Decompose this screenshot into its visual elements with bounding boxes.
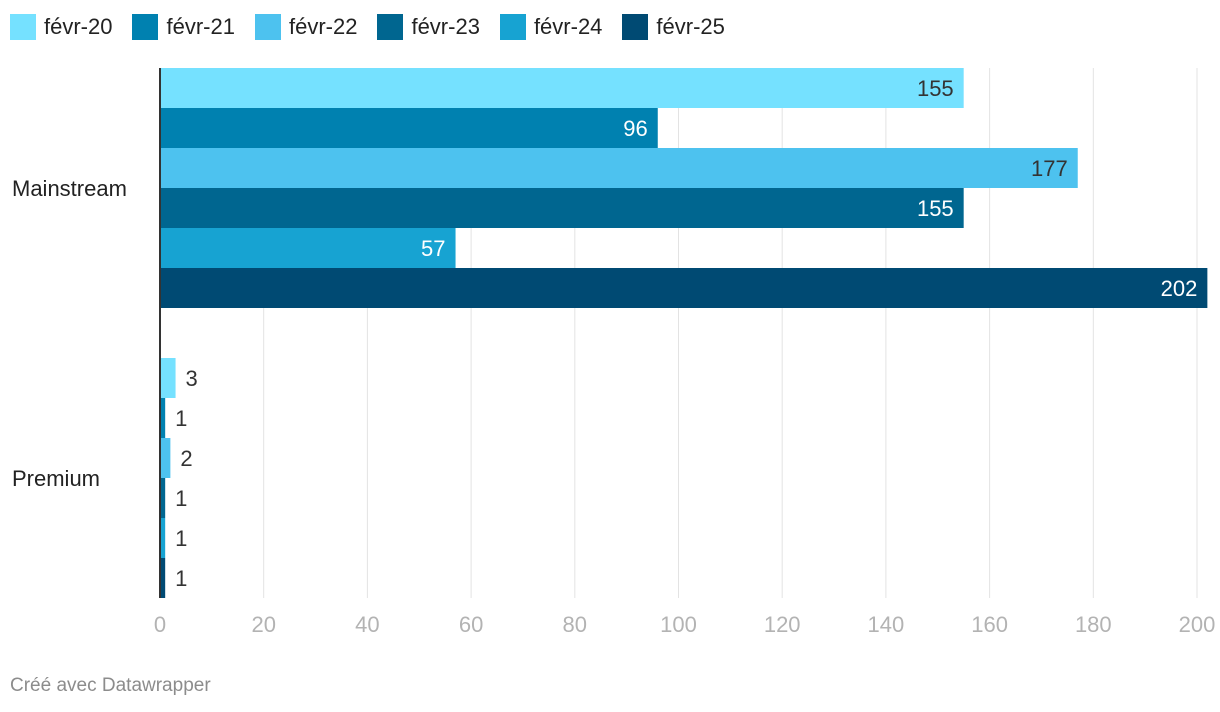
legend-swatch bbox=[132, 14, 159, 40]
legend-item: févr-21 bbox=[132, 14, 235, 40]
legend-label: févr-25 bbox=[656, 14, 725, 39]
legend-item: févr-24 bbox=[499, 14, 603, 40]
legend-swatch bbox=[499, 14, 526, 40]
bar bbox=[160, 148, 1078, 188]
legend-item: févr-20 bbox=[10, 14, 112, 40]
legend-swatch bbox=[254, 14, 281, 40]
data-label: 1 bbox=[175, 566, 187, 591]
footer-credit[interactable]: Créé avec Datawrapper bbox=[10, 675, 211, 696]
x-tick-label: 200 bbox=[1179, 612, 1216, 637]
legend-swatch bbox=[622, 14, 649, 40]
data-label: 3 bbox=[186, 366, 198, 391]
x-tick-label: 180 bbox=[1075, 612, 1112, 637]
legend-label: févr-20 bbox=[44, 14, 113, 39]
bar bbox=[160, 228, 456, 268]
data-label: 1 bbox=[175, 486, 187, 511]
x-tick-label: 100 bbox=[660, 612, 697, 637]
x-tick-label: 120 bbox=[764, 612, 801, 637]
x-tick-label: 40 bbox=[355, 612, 379, 637]
bar bbox=[160, 268, 1208, 308]
legend-swatch bbox=[10, 14, 36, 40]
bar bbox=[160, 478, 166, 518]
bar bbox=[160, 188, 964, 228]
legend-label: févr-21 bbox=[166, 14, 235, 39]
bar bbox=[160, 68, 964, 108]
legend-swatch bbox=[377, 14, 404, 40]
legend-label: févr-23 bbox=[411, 14, 480, 39]
data-label: 155 bbox=[917, 196, 954, 221]
x-tick-label: 0 bbox=[154, 612, 166, 637]
legend-item: févr-22 bbox=[254, 14, 358, 40]
bar bbox=[160, 398, 166, 438]
bar bbox=[160, 558, 166, 598]
category-label: Mainstream bbox=[12, 176, 127, 201]
bar bbox=[160, 518, 166, 558]
x-tick-label: 80 bbox=[563, 612, 587, 637]
bar bbox=[160, 438, 171, 478]
data-label: 155 bbox=[917, 76, 954, 101]
data-label: 202 bbox=[1161, 276, 1198, 301]
x-tick-label: 160 bbox=[971, 612, 1008, 637]
data-label: 2 bbox=[180, 446, 192, 471]
category-label: Premium bbox=[12, 466, 100, 491]
legend-item: févr-23 bbox=[377, 14, 480, 40]
legend: févr-20 févr-21 févr-22 févr-23 févr-24 févr-… bbox=[10, 12, 745, 42]
bar bbox=[160, 358, 176, 398]
bar bbox=[160, 108, 658, 148]
data-label: 177 bbox=[1031, 156, 1068, 181]
data-label: 1 bbox=[175, 526, 187, 551]
data-label: 57 bbox=[421, 236, 445, 261]
legend-label: févr-24 bbox=[533, 14, 603, 39]
legend-label: févr-22 bbox=[288, 14, 358, 39]
x-tick-label: 60 bbox=[459, 612, 483, 637]
data-label: 96 bbox=[623, 116, 647, 141]
x-tick-label: 140 bbox=[868, 612, 905, 637]
data-label: 1 bbox=[175, 406, 187, 431]
legend-item: févr-25 bbox=[622, 14, 725, 40]
x-tick-label: 20 bbox=[251, 612, 275, 637]
